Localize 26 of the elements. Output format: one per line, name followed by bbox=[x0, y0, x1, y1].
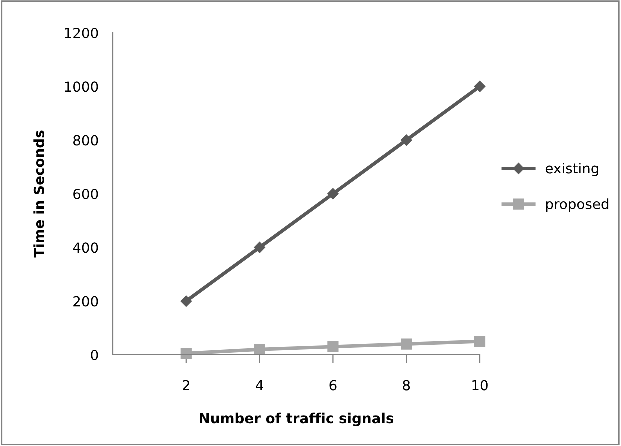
x-tick-label: 4 bbox=[256, 380, 264, 391]
point bbox=[328, 341, 339, 353]
point bbox=[474, 81, 486, 92]
point bbox=[400, 134, 412, 146]
x-tick-label: 2 bbox=[183, 380, 190, 391]
y-tick-label: 1000 bbox=[65, 82, 98, 92]
x-tick-label: 10 bbox=[472, 380, 488, 391]
point bbox=[254, 344, 266, 356]
point bbox=[474, 336, 486, 348]
y-tick-label: 600 bbox=[74, 188, 98, 200]
point bbox=[328, 188, 339, 200]
legend-label: existing bbox=[546, 163, 598, 176]
y-axis-title: Time in Seconds bbox=[34, 130, 44, 258]
point bbox=[254, 242, 266, 254]
y-tick-label: 800 bbox=[74, 135, 98, 146]
y-tick-label: 0 bbox=[91, 350, 98, 360]
legend-label: proposed bbox=[546, 198, 609, 212]
x-tick-label: 6 bbox=[330, 380, 337, 391]
y-tick-label: 400 bbox=[73, 242, 98, 254]
x-tick-label: 8 bbox=[403, 380, 410, 391]
point bbox=[401, 338, 412, 350]
y-tick-label: 200 bbox=[74, 296, 98, 307]
x-axis-title: Number of traffic signals bbox=[200, 412, 394, 426]
y-tick-label: 1200 bbox=[65, 28, 98, 38]
point bbox=[180, 296, 192, 307]
point bbox=[180, 348, 192, 360]
